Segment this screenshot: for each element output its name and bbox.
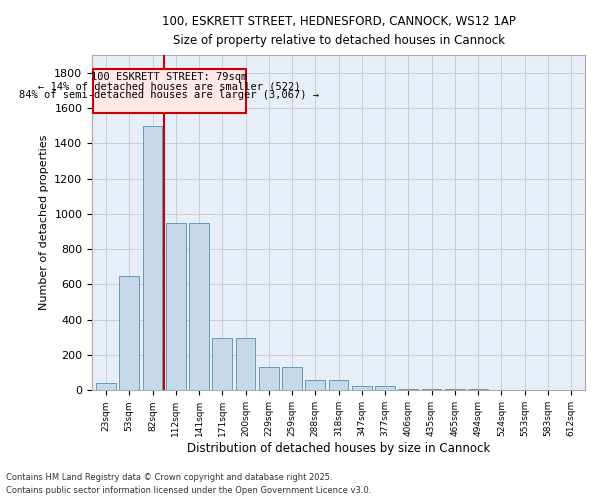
Bar xyxy=(212,338,232,390)
Bar xyxy=(189,222,209,390)
Bar xyxy=(143,126,163,390)
Title: 100, ESKRETT STREET, HEDNESFORD, CANNOCK, WS12 1AP
Size of property relative to : 100, ESKRETT STREET, HEDNESFORD, CANNOCK… xyxy=(161,15,515,47)
FancyBboxPatch shape xyxy=(93,69,245,114)
Bar xyxy=(375,386,395,390)
Bar xyxy=(282,368,302,390)
X-axis label: Distribution of detached houses by size in Cannock: Distribution of detached houses by size … xyxy=(187,442,490,455)
Bar xyxy=(329,380,349,390)
Bar xyxy=(119,276,139,390)
Bar xyxy=(259,368,278,390)
Bar xyxy=(236,338,256,390)
Text: 84% of semi-detached houses are larger (3,067) →: 84% of semi-detached houses are larger (… xyxy=(19,90,319,100)
Text: Contains HM Land Registry data © Crown copyright and database right 2025.
Contai: Contains HM Land Registry data © Crown c… xyxy=(6,474,371,495)
Bar xyxy=(96,384,116,390)
Bar xyxy=(352,386,371,390)
Y-axis label: Number of detached properties: Number of detached properties xyxy=(38,135,49,310)
Text: ← 14% of detached houses are smaller (522): ← 14% of detached houses are smaller (52… xyxy=(38,81,301,91)
Bar xyxy=(398,388,418,390)
Bar xyxy=(166,222,185,390)
Bar xyxy=(422,388,442,390)
Bar xyxy=(305,380,325,390)
Text: 100 ESKRETT STREET: 79sqm: 100 ESKRETT STREET: 79sqm xyxy=(91,72,248,83)
